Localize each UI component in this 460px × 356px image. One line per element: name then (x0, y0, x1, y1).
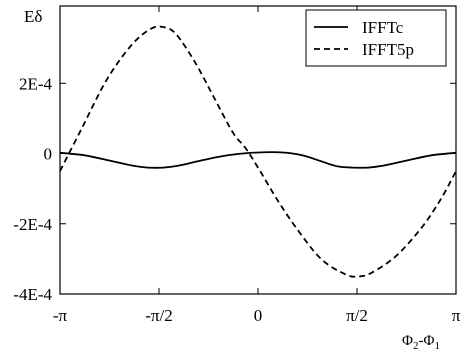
y-tick-label: -2E-4 (13, 215, 52, 234)
y-tick-label: 0 (44, 145, 53, 164)
x-tick-label: 0 (254, 306, 263, 325)
x-label-sub: 1 (434, 340, 440, 352)
x-label-phi: Φ (402, 333, 413, 349)
legend-label: IFFTc (362, 18, 404, 37)
legend-box (305, 9, 447, 67)
series-line-ifftc (59, 151, 457, 169)
x-tick-label: π/2 (346, 306, 368, 325)
x-label-sub: 2 (413, 340, 419, 352)
x-label-phi: -Φ (418, 333, 434, 349)
y-tick-label: -4E-4 (13, 285, 52, 304)
x-tick-label: -π/2 (145, 306, 172, 325)
x-tick-label: π (452, 306, 460, 325)
x-tick-label: -π (53, 306, 68, 325)
series-line-ifft5p (59, 25, 457, 278)
x-axis-label: Φ2-Φ1 (402, 333, 440, 352)
y-axis-label: Eδ (24, 7, 42, 26)
legend-label: IFFT5p (362, 40, 414, 59)
y-tick-label: 2E-4 (19, 74, 53, 93)
